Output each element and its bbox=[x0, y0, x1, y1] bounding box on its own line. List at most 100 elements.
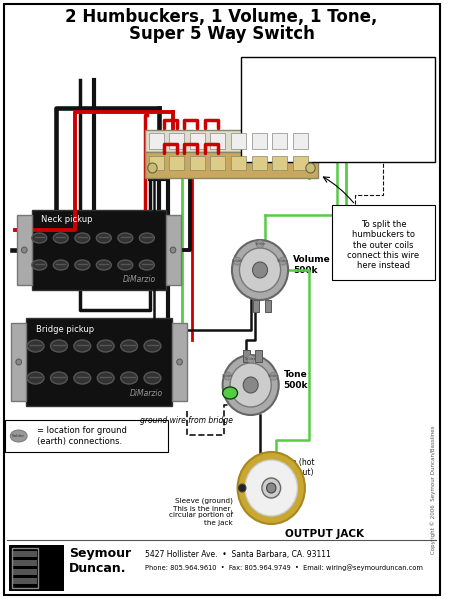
Ellipse shape bbox=[53, 233, 68, 243]
Text: = location for ground
(earth) connections.: = location for ground (earth) connection… bbox=[37, 426, 128, 446]
Text: Volume
500k: Volume 500k bbox=[293, 255, 330, 275]
Ellipse shape bbox=[32, 260, 47, 270]
Bar bbox=[13, 560, 37, 566]
Circle shape bbox=[16, 359, 21, 365]
Text: Tip (hot
output): Tip (hot output) bbox=[285, 458, 315, 477]
Ellipse shape bbox=[121, 340, 137, 352]
Text: ground wire from bridge: ground wire from bridge bbox=[140, 416, 233, 425]
Text: Neck humbucker full: Neck humbucker full bbox=[294, 129, 381, 138]
Ellipse shape bbox=[118, 260, 133, 270]
Ellipse shape bbox=[97, 372, 114, 384]
Ellipse shape bbox=[51, 340, 67, 352]
Text: 5427 Hollister Ave.  •  Santa Barbara, CA. 93111: 5427 Hollister Ave. • Santa Barbara, CA.… bbox=[145, 550, 331, 559]
Text: Solder: Solder bbox=[245, 357, 256, 361]
Text: Bridge and neck humbuckers full: Bridge and neck humbuckers full bbox=[268, 104, 407, 113]
Text: Phone: 805.964.9610  •  Fax: 805.964.9749  •  Email: wiring@seymourduncan.com: Phone: 805.964.9610 • Fax: 805.964.9749 … bbox=[145, 565, 423, 571]
Ellipse shape bbox=[144, 372, 161, 384]
Ellipse shape bbox=[97, 340, 114, 352]
Circle shape bbox=[224, 372, 232, 380]
Text: Solder: Solder bbox=[222, 374, 234, 378]
Bar bbox=[272, 133, 287, 149]
Text: Neck humbucker split (inner coil): Neck humbucker split (inner coil) bbox=[268, 116, 408, 126]
Bar bbox=[332, 205, 435, 280]
Ellipse shape bbox=[53, 260, 68, 270]
Circle shape bbox=[232, 240, 288, 300]
Bar bbox=[13, 569, 37, 575]
Bar bbox=[26, 318, 172, 406]
Bar bbox=[5, 420, 168, 452]
Bar bbox=[190, 156, 205, 170]
Text: 5-way switch settings: 5-way switch settings bbox=[270, 65, 406, 75]
Circle shape bbox=[306, 163, 315, 173]
Bar bbox=[149, 133, 164, 149]
Circle shape bbox=[270, 372, 277, 380]
Text: Neck pickup: Neck pickup bbox=[41, 216, 92, 225]
Bar bbox=[169, 133, 184, 149]
Bar bbox=[210, 156, 226, 170]
Bar bbox=[241, 57, 435, 162]
Bar bbox=[252, 156, 266, 170]
Bar bbox=[145, 130, 318, 152]
Ellipse shape bbox=[223, 387, 237, 399]
Bar bbox=[243, 350, 250, 362]
Text: OUTPUT JACK: OUTPUT JACK bbox=[285, 529, 365, 539]
Text: Solder: Solder bbox=[12, 434, 25, 438]
Text: Bridge humbucker split (inner coil): Bridge humbucker split (inner coil) bbox=[264, 90, 411, 99]
Circle shape bbox=[223, 355, 279, 415]
Bar bbox=[264, 300, 271, 312]
Bar bbox=[255, 350, 262, 362]
Circle shape bbox=[237, 452, 305, 524]
Ellipse shape bbox=[10, 430, 27, 442]
Text: DiMarzio: DiMarzio bbox=[129, 389, 163, 398]
Bar bbox=[165, 215, 181, 285]
Text: Duncan.: Duncan. bbox=[69, 561, 127, 574]
Circle shape bbox=[245, 460, 298, 516]
Ellipse shape bbox=[27, 372, 44, 384]
Ellipse shape bbox=[27, 340, 44, 352]
Text: Solder: Solder bbox=[231, 259, 243, 263]
Ellipse shape bbox=[118, 233, 133, 243]
Bar bbox=[190, 133, 205, 149]
Ellipse shape bbox=[74, 372, 91, 384]
Ellipse shape bbox=[121, 372, 137, 384]
Bar bbox=[293, 133, 308, 149]
Bar bbox=[9, 545, 64, 591]
Ellipse shape bbox=[74, 340, 91, 352]
Text: Sleeve (ground)
This is the inner,
circular portion of
the jack: Sleeve (ground) This is the inner, circu… bbox=[169, 498, 233, 525]
Text: Seymour: Seymour bbox=[69, 547, 131, 561]
Circle shape bbox=[262, 478, 281, 498]
Text: Tone
500k: Tone 500k bbox=[283, 370, 308, 390]
Bar bbox=[12, 548, 38, 588]
Bar bbox=[32, 210, 165, 290]
Circle shape bbox=[243, 377, 258, 393]
Ellipse shape bbox=[139, 260, 155, 270]
Ellipse shape bbox=[75, 233, 90, 243]
Bar bbox=[13, 578, 37, 584]
Bar bbox=[293, 156, 308, 170]
Bar bbox=[145, 152, 318, 178]
Circle shape bbox=[266, 483, 276, 493]
Text: Bridge pickup: Bridge pickup bbox=[36, 325, 94, 334]
Bar bbox=[149, 156, 164, 170]
Bar bbox=[13, 551, 37, 557]
Circle shape bbox=[253, 262, 267, 278]
Text: Copyright © 2006  Seymour Duncan/Basslines: Copyright © 2006 Seymour Duncan/Bassline… bbox=[430, 426, 436, 554]
Text: Solder: Solder bbox=[268, 374, 279, 378]
Bar bbox=[172, 323, 187, 401]
Text: Bridge humbucker full: Bridge humbucker full bbox=[291, 77, 384, 86]
Circle shape bbox=[233, 257, 241, 265]
Text: Super 5 Way Switch: Super 5 Way Switch bbox=[129, 25, 315, 43]
Ellipse shape bbox=[96, 233, 111, 243]
Circle shape bbox=[177, 359, 182, 365]
Circle shape bbox=[279, 257, 287, 265]
Circle shape bbox=[239, 248, 281, 292]
Text: Solder: Solder bbox=[255, 242, 266, 246]
Bar bbox=[231, 133, 246, 149]
Bar bbox=[17, 215, 32, 285]
Circle shape bbox=[256, 240, 264, 248]
Bar bbox=[272, 156, 287, 170]
Bar bbox=[210, 133, 226, 149]
Ellipse shape bbox=[75, 260, 90, 270]
Text: Solder: Solder bbox=[277, 259, 289, 263]
Ellipse shape bbox=[51, 372, 67, 384]
